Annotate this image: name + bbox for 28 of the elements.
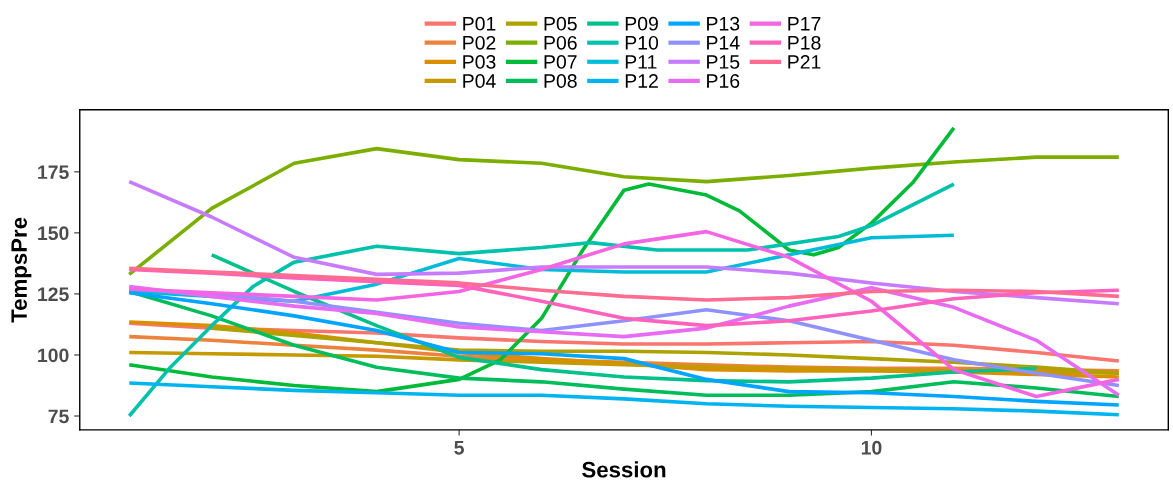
- legend-label: P01: [463, 16, 496, 31]
- x-tick-label: 10: [861, 440, 882, 455]
- legend-label: P18: [788, 35, 821, 50]
- legend-label: P02: [463, 35, 496, 50]
- legend-label: P16: [707, 74, 740, 88]
- legend-label: P06: [544, 35, 577, 50]
- x-axis-title: Session: [582, 461, 666, 478]
- y-axis-title: TempsPre: [11, 217, 32, 323]
- legend-label: P10: [625, 35, 659, 50]
- legend-label: P21: [788, 55, 821, 69]
- legend-label: P14: [707, 36, 740, 50]
- legend-label: P17: [788, 17, 821, 31]
- y-tick-label: 125: [38, 287, 69, 302]
- legend-label: P09: [625, 16, 658, 31]
- legend-label: P05: [544, 16, 577, 31]
- y-tick-label: 100: [38, 348, 69, 363]
- x-tick-label: 5: [454, 441, 464, 455]
- legend-label: P08: [544, 74, 577, 88]
- legend-label: P07: [544, 55, 577, 69]
- legend-label: P13: [707, 16, 740, 31]
- legend-label: P12: [625, 74, 658, 88]
- legend-label: P15: [707, 55, 740, 69]
- legend-label: P03: [463, 55, 496, 69]
- y-tick-label: 175: [38, 165, 69, 180]
- y-tick-label: 75: [48, 409, 69, 424]
- legend-label: P04: [463, 74, 496, 88]
- legend-label: P11: [625, 55, 657, 69]
- y-tick-label: 150: [38, 226, 69, 241]
